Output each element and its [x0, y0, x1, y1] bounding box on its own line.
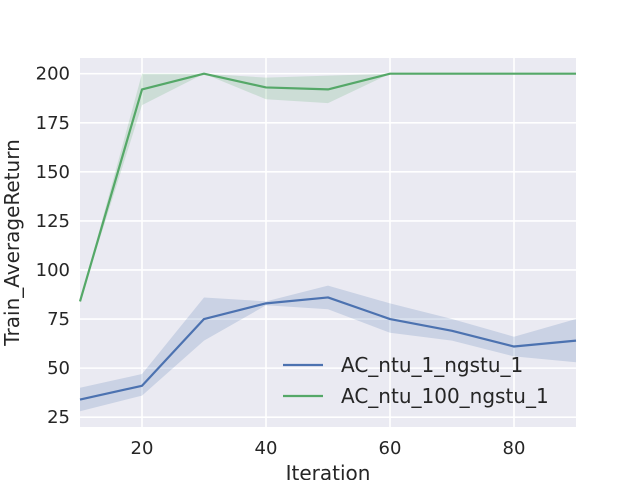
legend-label-1: AC_ntu_1_ngstu_1 — [341, 353, 523, 377]
legend-label-2: AC_ntu_100_ngstu_1 — [341, 384, 549, 408]
series-1-band — [80, 285, 576, 412]
x-tick-label: 40 — [255, 438, 278, 459]
series-2-line — [78, 72, 576, 302]
y-tick-label: 25 — [47, 407, 70, 428]
confidence-bands — [80, 73, 576, 412]
y-tick-label: 50 — [47, 358, 70, 379]
x-axis-label: Iteration — [286, 461, 371, 480]
y-tick-label: 175 — [36, 113, 70, 134]
plot-area — [80, 58, 576, 427]
x-tick-label: 60 — [379, 438, 402, 459]
y-tick-label: 100 — [36, 260, 70, 281]
y-tick-label: 75 — [47, 309, 70, 330]
legend: AC_ntu_1_ngstu_1 AC_ntu_100_ngstu_1 — [283, 353, 549, 408]
y-axis-label: Train_AverageReturn — [0, 139, 24, 346]
x-tick-label: 80 — [503, 438, 526, 459]
y-tick-label: 200 — [36, 64, 70, 85]
series-1-line — [79, 296, 577, 401]
y-tick-label: 125 — [36, 211, 70, 232]
series-lines — [78, 72, 577, 401]
y-tick-labels: 25 50 75 100 125 150 175 200 — [36, 64, 70, 428]
x-tick-label: 20 — [131, 438, 154, 459]
y-tick-label: 150 — [36, 162, 70, 183]
x-tick-labels: 20 40 60 80 — [131, 438, 526, 459]
grid-lines — [80, 58, 576, 427]
